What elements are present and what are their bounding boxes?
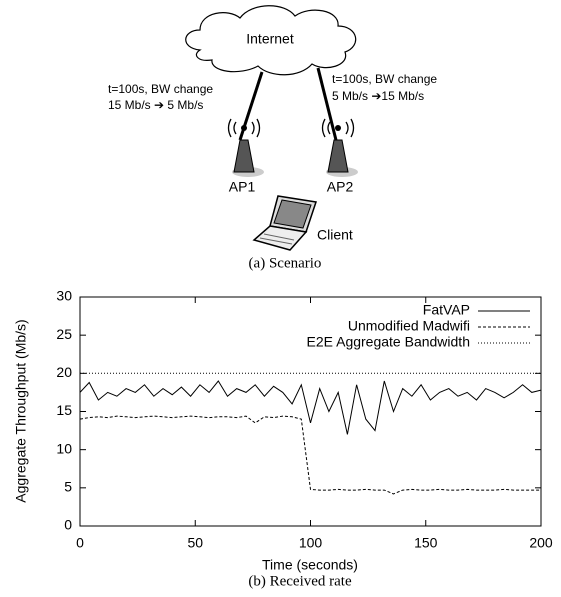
legend-label: E2E Aggregate Bandwidth [307, 334, 470, 350]
caption: (a) Scenario [249, 255, 322, 271]
y-axis-label: Aggregate Throughput (Mb/s) [13, 319, 29, 502]
link-note: 5 Mb/s ➔15 Mb/s [332, 89, 424, 103]
scenario-diagram: Internet t=100s, BW change 15 Mb/s ➔ 5 M… [108, 5, 437, 271]
legend-label: FatVAP [423, 302, 470, 318]
y-tick-label: 20 [56, 364, 72, 380]
series-line [79, 380, 542, 435]
series-line [79, 415, 541, 495]
ap-icon [321, 118, 358, 177]
y-tick-label: 15 [56, 402, 72, 418]
x-axis-label: Time (seconds) [262, 557, 358, 573]
x-tick-label: 150 [414, 535, 438, 551]
client-label: Client [317, 227, 353, 243]
ap-label: AP2 [327, 179, 354, 195]
ap-label: AP1 [229, 179, 256, 195]
legend-label: Unmodified Madwifi [348, 318, 470, 334]
y-tick-label: 10 [56, 440, 72, 456]
y-tick-label: 5 [64, 479, 72, 495]
y-tick-label: 30 [56, 288, 72, 304]
throughput-chart: Time (seconds) Aggregate Throughput (Mb/… [13, 288, 553, 590]
link-note: 15 Mb/s ➔ 5 Mb/s [108, 98, 203, 112]
laptop-icon [252, 195, 317, 251]
plot-frame [79, 296, 542, 527]
x-tick-label: 200 [529, 535, 553, 551]
x-tick-label: 100 [299, 535, 323, 551]
link [316, 67, 338, 141]
ap-icon [227, 118, 264, 177]
y-tick-label: 25 [56, 326, 72, 342]
x-tick-label: 50 [187, 535, 203, 551]
link-note: t=100s, BW change [332, 72, 437, 86]
caption: (b) Received rate [248, 573, 352, 589]
y-tick-label: 0 [64, 517, 72, 533]
cloud-label: Internet [246, 31, 294, 47]
x-tick-label: 0 [76, 535, 84, 551]
cloud [185, 5, 357, 76]
link-note: t=100s, BW change [108, 82, 213, 96]
